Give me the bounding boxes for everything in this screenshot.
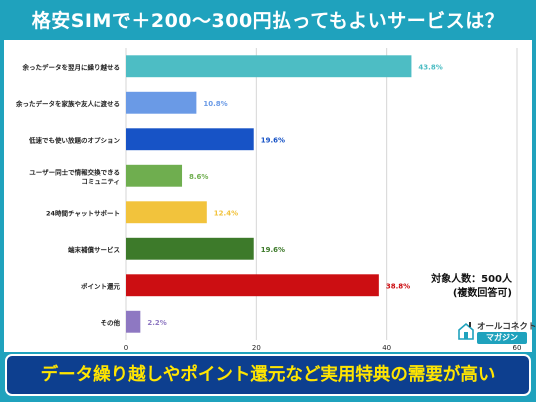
value-label: 19.6% bbox=[261, 246, 285, 254]
category-label: 端末補償サービス bbox=[68, 245, 120, 254]
logo-text-top: オールコネクト bbox=[477, 322, 536, 332]
category-label: ポイント還元 bbox=[81, 281, 121, 290]
chart-panel: 0 20 40 60 余ったデータを翌月に繰り越せる 43.8% 余ったデータを家族や友人に… bbox=[4, 40, 536, 352]
logo-text-bottom: マガジン bbox=[477, 332, 527, 344]
brand-logo: オールコネクト マガジン bbox=[458, 318, 536, 358]
multiple-answer-label: (複数回答可) bbox=[452, 288, 512, 299]
category-label: 余ったデータを家族や友人に渡せる bbox=[15, 99, 120, 108]
bar-chart: 0 20 40 60 余ったデータを翌月に繰り越せる 43.8% 余ったデータを家族や友人に… bbox=[15, 48, 522, 352]
category-label: 24時間チャットサポート bbox=[46, 208, 120, 217]
sample-size-label: 対象人数：500人 bbox=[431, 274, 512, 285]
value-label: 12.4% bbox=[214, 209, 238, 217]
bar bbox=[126, 237, 254, 260]
house-icon bbox=[458, 322, 474, 340]
summary-banner: データ繰り越しやポイント還元など実用特典の需要が高い bbox=[5, 354, 531, 396]
x-tick-label: 0 bbox=[124, 344, 128, 352]
sample-note: 対象人数：500人 (複数回答可) bbox=[392, 273, 512, 301]
category-label: コミュニティ bbox=[81, 177, 120, 185]
category-label: 余ったデータを翌月に繰り越せる bbox=[22, 62, 121, 71]
value-label: 19.6% bbox=[261, 136, 285, 144]
category-label: ユーザー同士で情報交換できる bbox=[29, 167, 120, 176]
value-label: 43.8% bbox=[418, 63, 442, 71]
value-label: 2.2% bbox=[147, 319, 166, 327]
value-label: 10.8% bbox=[203, 100, 227, 108]
value-label: 38.8% bbox=[386, 282, 410, 290]
bar bbox=[126, 201, 207, 224]
chart-title: 格安SIMで＋200〜300円払ってもよいサービスは？ bbox=[31, 10, 505, 32]
bar bbox=[126, 310, 141, 333]
category-label: 低速でも使い放題のオプション bbox=[28, 135, 121, 144]
x-tick-label: 20 bbox=[252, 344, 261, 352]
bar bbox=[126, 91, 197, 114]
x-tick-label: 40 bbox=[382, 344, 391, 352]
value-label: 8.6% bbox=[189, 173, 208, 181]
bar bbox=[126, 128, 254, 151]
bar bbox=[126, 55, 412, 78]
category-label: その他 bbox=[101, 318, 121, 327]
x-tick-label: 60 bbox=[513, 344, 522, 352]
bar bbox=[126, 164, 183, 187]
bar bbox=[126, 274, 379, 297]
